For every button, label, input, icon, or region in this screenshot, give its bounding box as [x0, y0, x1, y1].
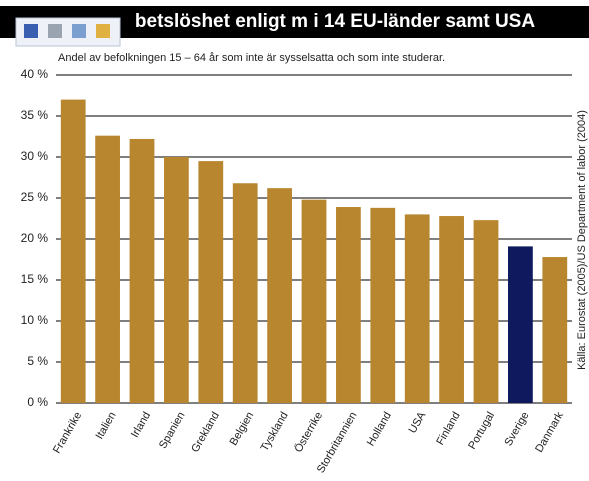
y-tick-label: 5 %: [27, 354, 48, 368]
mail-icon[interactable]: [72, 24, 86, 38]
y-tick-label: 15 %: [21, 272, 49, 286]
source-note: Källa: Eurostat (2005)/US Department of …: [576, 110, 588, 370]
y-tick-label: 0 %: [27, 395, 48, 409]
x-tick-label: Portugal: [466, 410, 497, 451]
y-tick-label: 35 %: [21, 108, 49, 122]
x-tick-label: Holland: [365, 410, 394, 448]
bar: [439, 216, 464, 403]
y-tick-label: 10 %: [21, 313, 49, 327]
x-tick-label: Österrike: [292, 410, 325, 455]
x-tick-label: Frankrike: [51, 410, 84, 456]
bar: [542, 257, 568, 403]
bar: [164, 157, 189, 403]
y-tick-label: 20 %: [21, 231, 49, 245]
bar: [301, 199, 327, 403]
print-icon[interactable]: [48, 24, 62, 38]
y-tick-label: 25 %: [21, 190, 49, 204]
bar: [404, 214, 430, 403]
chart-title: betslöshet enligt m i 14 EU-länder samt …: [135, 11, 535, 32]
bar: [198, 161, 224, 403]
x-tick-label: USA: [407, 409, 429, 435]
bar: [95, 135, 120, 403]
x-tick-label: Danmark: [533, 410, 566, 455]
bar: [336, 207, 361, 403]
bar: [473, 220, 499, 403]
bar: [370, 207, 396, 403]
x-tick-label: Spanien: [157, 410, 188, 451]
x-tick-label: Sverige: [502, 410, 531, 448]
x-tick-label: Irland: [129, 410, 153, 440]
x-tick-label: Tyskland: [259, 410, 291, 454]
y-tick-label: 40 %: [21, 67, 49, 81]
folder-icon[interactable]: [96, 24, 110, 38]
y-tick-label: 30 %: [21, 149, 49, 163]
bar: [129, 138, 155, 403]
chart-subtitle: Andel av befolkningen 15 – 64 år som int…: [58, 52, 445, 64]
bar: [232, 183, 258, 403]
save-icon[interactable]: [24, 24, 38, 38]
bar: [60, 99, 86, 403]
x-tick-label: Belgien: [228, 410, 257, 448]
x-tick-label: Italien: [94, 410, 119, 441]
bar: [508, 246, 533, 403]
x-tick-label: Finland: [434, 410, 462, 447]
x-tick-label: Grekland: [189, 410, 222, 455]
toolbar: [15, 17, 121, 47]
bar: [267, 188, 292, 403]
